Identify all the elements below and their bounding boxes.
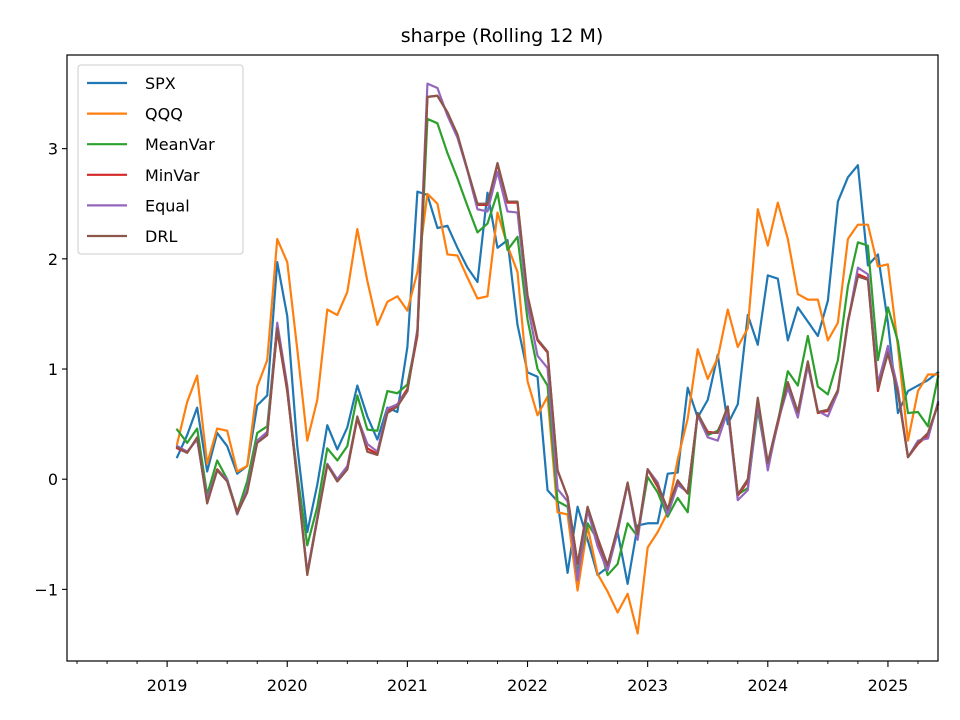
y-tick-label: 1 [48, 360, 58, 379]
series-line-meanvar [175, 117, 940, 577]
chart-title: sharpe (Rolling 12 M) [401, 25, 604, 47]
axis-layer: −1 0 1 2 3 2019 2020 2021 2022 2023 2024 2025 [34, 140, 919, 695]
y-tick-label: 2 [48, 250, 58, 269]
x-tick-label: 2022 [507, 676, 548, 695]
x-tick-label: 2020 [267, 676, 308, 695]
x-tick-label: 2025 [868, 676, 909, 695]
series-layer [175, 82, 940, 635]
legend-label-drl: DRL [145, 227, 177, 246]
legend: SPX QQQ MeanVar MinVar Equal DRL [77, 64, 244, 255]
y-tick-label: 3 [48, 140, 58, 159]
legend-label-spx: SPX [145, 74, 176, 93]
legend-label-equal: Equal [145, 196, 190, 215]
legend-label-qqq: QQQ [145, 105, 183, 124]
plot-frame [66, 54, 939, 662]
x-tick-label: 2024 [747, 676, 788, 695]
y-tick-label: 0 [48, 470, 58, 489]
x-tick-label: 2023 [627, 676, 668, 695]
series-line-drl [175, 94, 940, 577]
y-tick-label: −1 [34, 580, 58, 599]
series-line-qqq [175, 192, 940, 635]
x-tick-label: 2019 [147, 676, 188, 695]
legend-label-minvar: MinVar [145, 166, 200, 185]
legend-label-meanvar: MeanVar [145, 135, 215, 154]
legend-box [77, 64, 244, 255]
x-tick-label: 2021 [387, 676, 428, 695]
